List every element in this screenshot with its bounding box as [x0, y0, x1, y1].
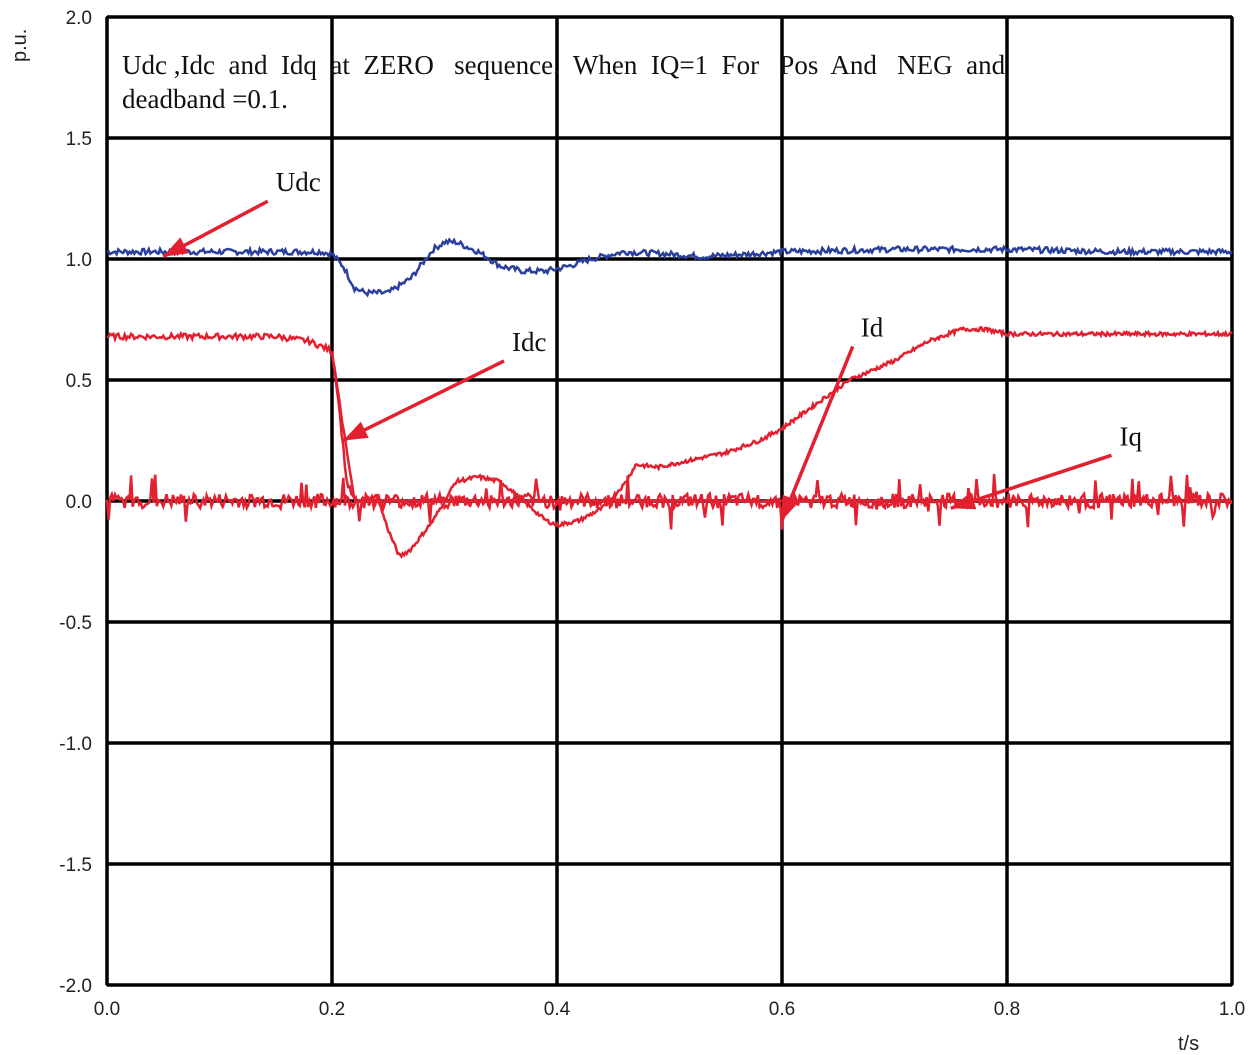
y-tick-label: 1.5	[66, 129, 92, 150]
series-udc	[106, 237, 1233, 298]
x-tick-label: 0.4	[544, 999, 571, 1020]
y-tick-label: -1.5	[59, 855, 92, 876]
annotations-layer: Udc Idc Id Iq	[162, 167, 1143, 522]
y-tick-label: 1.0	[66, 250, 92, 271]
annotation-line-2: deadband =0.1.	[122, 84, 288, 114]
x-tick-label: 1.0	[1219, 999, 1245, 1020]
x-tick-label: 0.2	[319, 999, 345, 1020]
series-iq	[105, 473, 1233, 530]
y-axis-label: p.u.	[9, 29, 31, 62]
y-tick-label: -1.0	[59, 734, 92, 755]
x-tick-labels: 0.0 0.2 0.4 0.6 0.8 1.0	[94, 999, 1245, 1020]
series-id	[330, 325, 1233, 559]
annotation-line-1: Udc ,Idc and Idq at ZERO sequence. When …	[122, 50, 1006, 80]
arrowhead-iq	[950, 492, 977, 510]
y-tick-label: 0.5	[66, 371, 92, 392]
x-tick-label: 0.0	[94, 999, 120, 1020]
x-axis-label: t/s	[1178, 1033, 1199, 1055]
y-tick-label: 0.0	[66, 492, 92, 513]
arrowhead-udc	[163, 237, 189, 257]
arrow-idc	[342, 359, 505, 443]
x-tick-label: 0.8	[994, 999, 1020, 1020]
label-id: Id	[861, 312, 884, 342]
label-udc: Udc	[276, 167, 321, 197]
series-layer	[105, 237, 1233, 559]
y-tick-label: -0.5	[59, 613, 92, 634]
arrow-id	[780, 345, 855, 522]
arrowhead-id	[782, 494, 800, 521]
y-tick-labels: 2.0 1.5 1.0 0.5 0.0 -0.5 -1.0 -1.5 -2.0	[59, 8, 92, 997]
label-iq: Iq	[1120, 421, 1143, 451]
arrowhead-idc	[343, 421, 369, 441]
y-tick-label: 2.0	[66, 8, 92, 29]
arrow-iq	[950, 453, 1113, 510]
label-idc: Idc	[512, 327, 546, 357]
x-tick-label: 0.6	[769, 999, 795, 1020]
y-tick-label: -2.0	[59, 976, 92, 997]
